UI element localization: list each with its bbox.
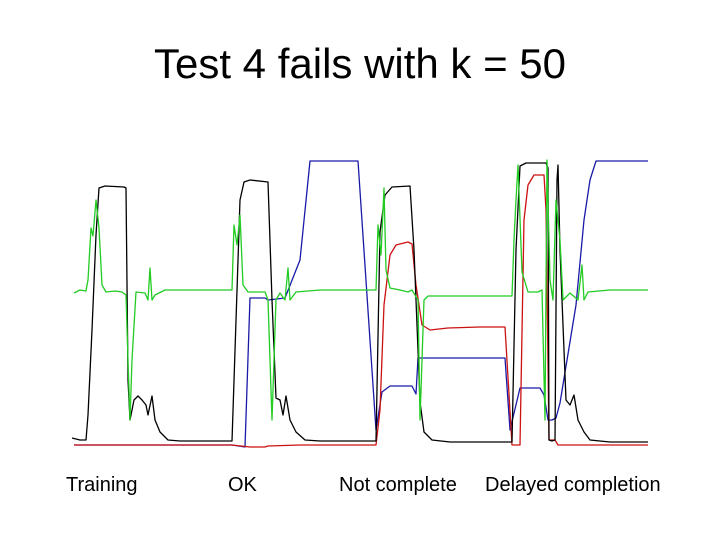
segment-label-ok: OK — [228, 474, 257, 496]
segment-label-training: Training — [66, 474, 138, 496]
slide-title: Test 4 fails with k = 50 — [153, 40, 567, 87]
segment-label-delayed-completion: Delayed completion — [485, 474, 661, 496]
black-trace — [71, 162, 648, 443]
green-trace — [73, 159, 648, 421]
segment-label-not-complete: Not complete — [339, 474, 457, 496]
